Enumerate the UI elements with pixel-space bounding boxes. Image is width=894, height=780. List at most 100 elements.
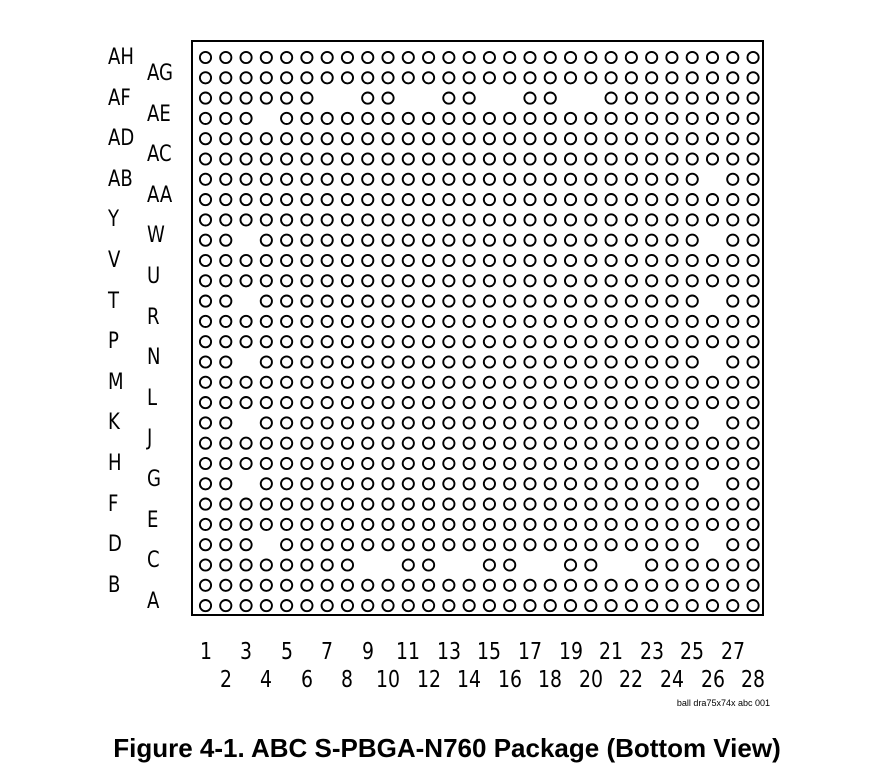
ball xyxy=(219,517,233,531)
ball xyxy=(320,152,334,166)
ball xyxy=(624,193,638,207)
row-label: C xyxy=(147,548,160,574)
ball xyxy=(361,456,375,471)
ball xyxy=(361,132,375,146)
ball xyxy=(361,355,375,369)
ball xyxy=(442,599,456,613)
ball xyxy=(482,497,496,511)
ball xyxy=(685,497,699,511)
ball xyxy=(462,456,476,471)
ball xyxy=(320,193,334,207)
ball xyxy=(624,132,638,146)
ball xyxy=(320,538,334,552)
ball xyxy=(604,497,618,511)
ball xyxy=(624,213,638,227)
ball xyxy=(422,355,436,369)
ball xyxy=(381,355,395,369)
ball xyxy=(340,71,355,85)
ball xyxy=(442,274,456,288)
ball xyxy=(198,91,213,105)
ball xyxy=(645,132,659,146)
ball xyxy=(665,335,679,349)
ball xyxy=(624,416,638,430)
row-label: W xyxy=(147,223,165,249)
ball xyxy=(482,335,496,349)
ball xyxy=(645,314,659,328)
ball xyxy=(685,599,699,613)
ball xyxy=(563,152,578,166)
ball xyxy=(280,416,294,430)
ball xyxy=(361,193,375,207)
ball xyxy=(543,477,557,491)
ball xyxy=(482,71,496,85)
ball xyxy=(746,213,760,227)
ball xyxy=(482,456,496,471)
ball xyxy=(462,538,476,552)
ball xyxy=(584,416,598,430)
ball xyxy=(584,335,598,349)
ball xyxy=(584,599,598,613)
column-label: 13 xyxy=(436,639,461,665)
ball xyxy=(442,517,456,531)
ball xyxy=(604,193,618,207)
row-label: D xyxy=(108,532,122,558)
ball xyxy=(300,497,314,511)
ball xyxy=(442,233,456,247)
ball xyxy=(604,517,618,531)
ball xyxy=(462,355,476,369)
ball xyxy=(624,314,638,328)
ball xyxy=(523,233,537,247)
ball xyxy=(726,517,740,531)
ball xyxy=(259,335,273,349)
ball xyxy=(482,294,496,308)
ball xyxy=(198,193,213,207)
ball xyxy=(401,355,415,369)
ball xyxy=(198,172,213,186)
ball xyxy=(665,274,679,288)
ball xyxy=(705,517,720,531)
ball xyxy=(503,274,517,288)
ball xyxy=(219,294,233,308)
ball xyxy=(705,396,720,410)
ball xyxy=(645,355,659,369)
ball xyxy=(624,436,638,450)
ball xyxy=(624,335,638,349)
ball xyxy=(685,538,699,552)
ball xyxy=(645,375,659,389)
ball xyxy=(726,91,740,105)
ball xyxy=(219,233,233,247)
ball xyxy=(239,91,253,105)
ball xyxy=(584,152,598,166)
ball xyxy=(401,233,415,247)
ball xyxy=(665,172,679,186)
ball xyxy=(198,50,213,65)
ball xyxy=(685,71,699,85)
ball xyxy=(401,538,415,552)
ball xyxy=(543,193,557,207)
ball xyxy=(280,396,294,410)
ball xyxy=(462,50,476,65)
ball xyxy=(219,355,233,369)
ball xyxy=(685,396,699,410)
ball xyxy=(239,558,253,572)
row-label: V xyxy=(108,248,121,273)
ball xyxy=(381,253,395,268)
ball xyxy=(482,253,496,268)
ball xyxy=(401,111,415,125)
ball xyxy=(523,416,537,430)
ball xyxy=(604,355,618,369)
ball xyxy=(482,538,496,552)
ball xyxy=(340,233,355,247)
ball xyxy=(259,253,273,268)
ball xyxy=(280,314,294,328)
ball xyxy=(462,497,476,511)
ball xyxy=(685,335,699,349)
ball xyxy=(401,477,415,491)
ball xyxy=(361,111,375,125)
ball xyxy=(563,294,578,308)
ball xyxy=(685,517,699,531)
ball xyxy=(746,375,760,389)
ball xyxy=(198,436,213,450)
ball xyxy=(361,50,375,65)
